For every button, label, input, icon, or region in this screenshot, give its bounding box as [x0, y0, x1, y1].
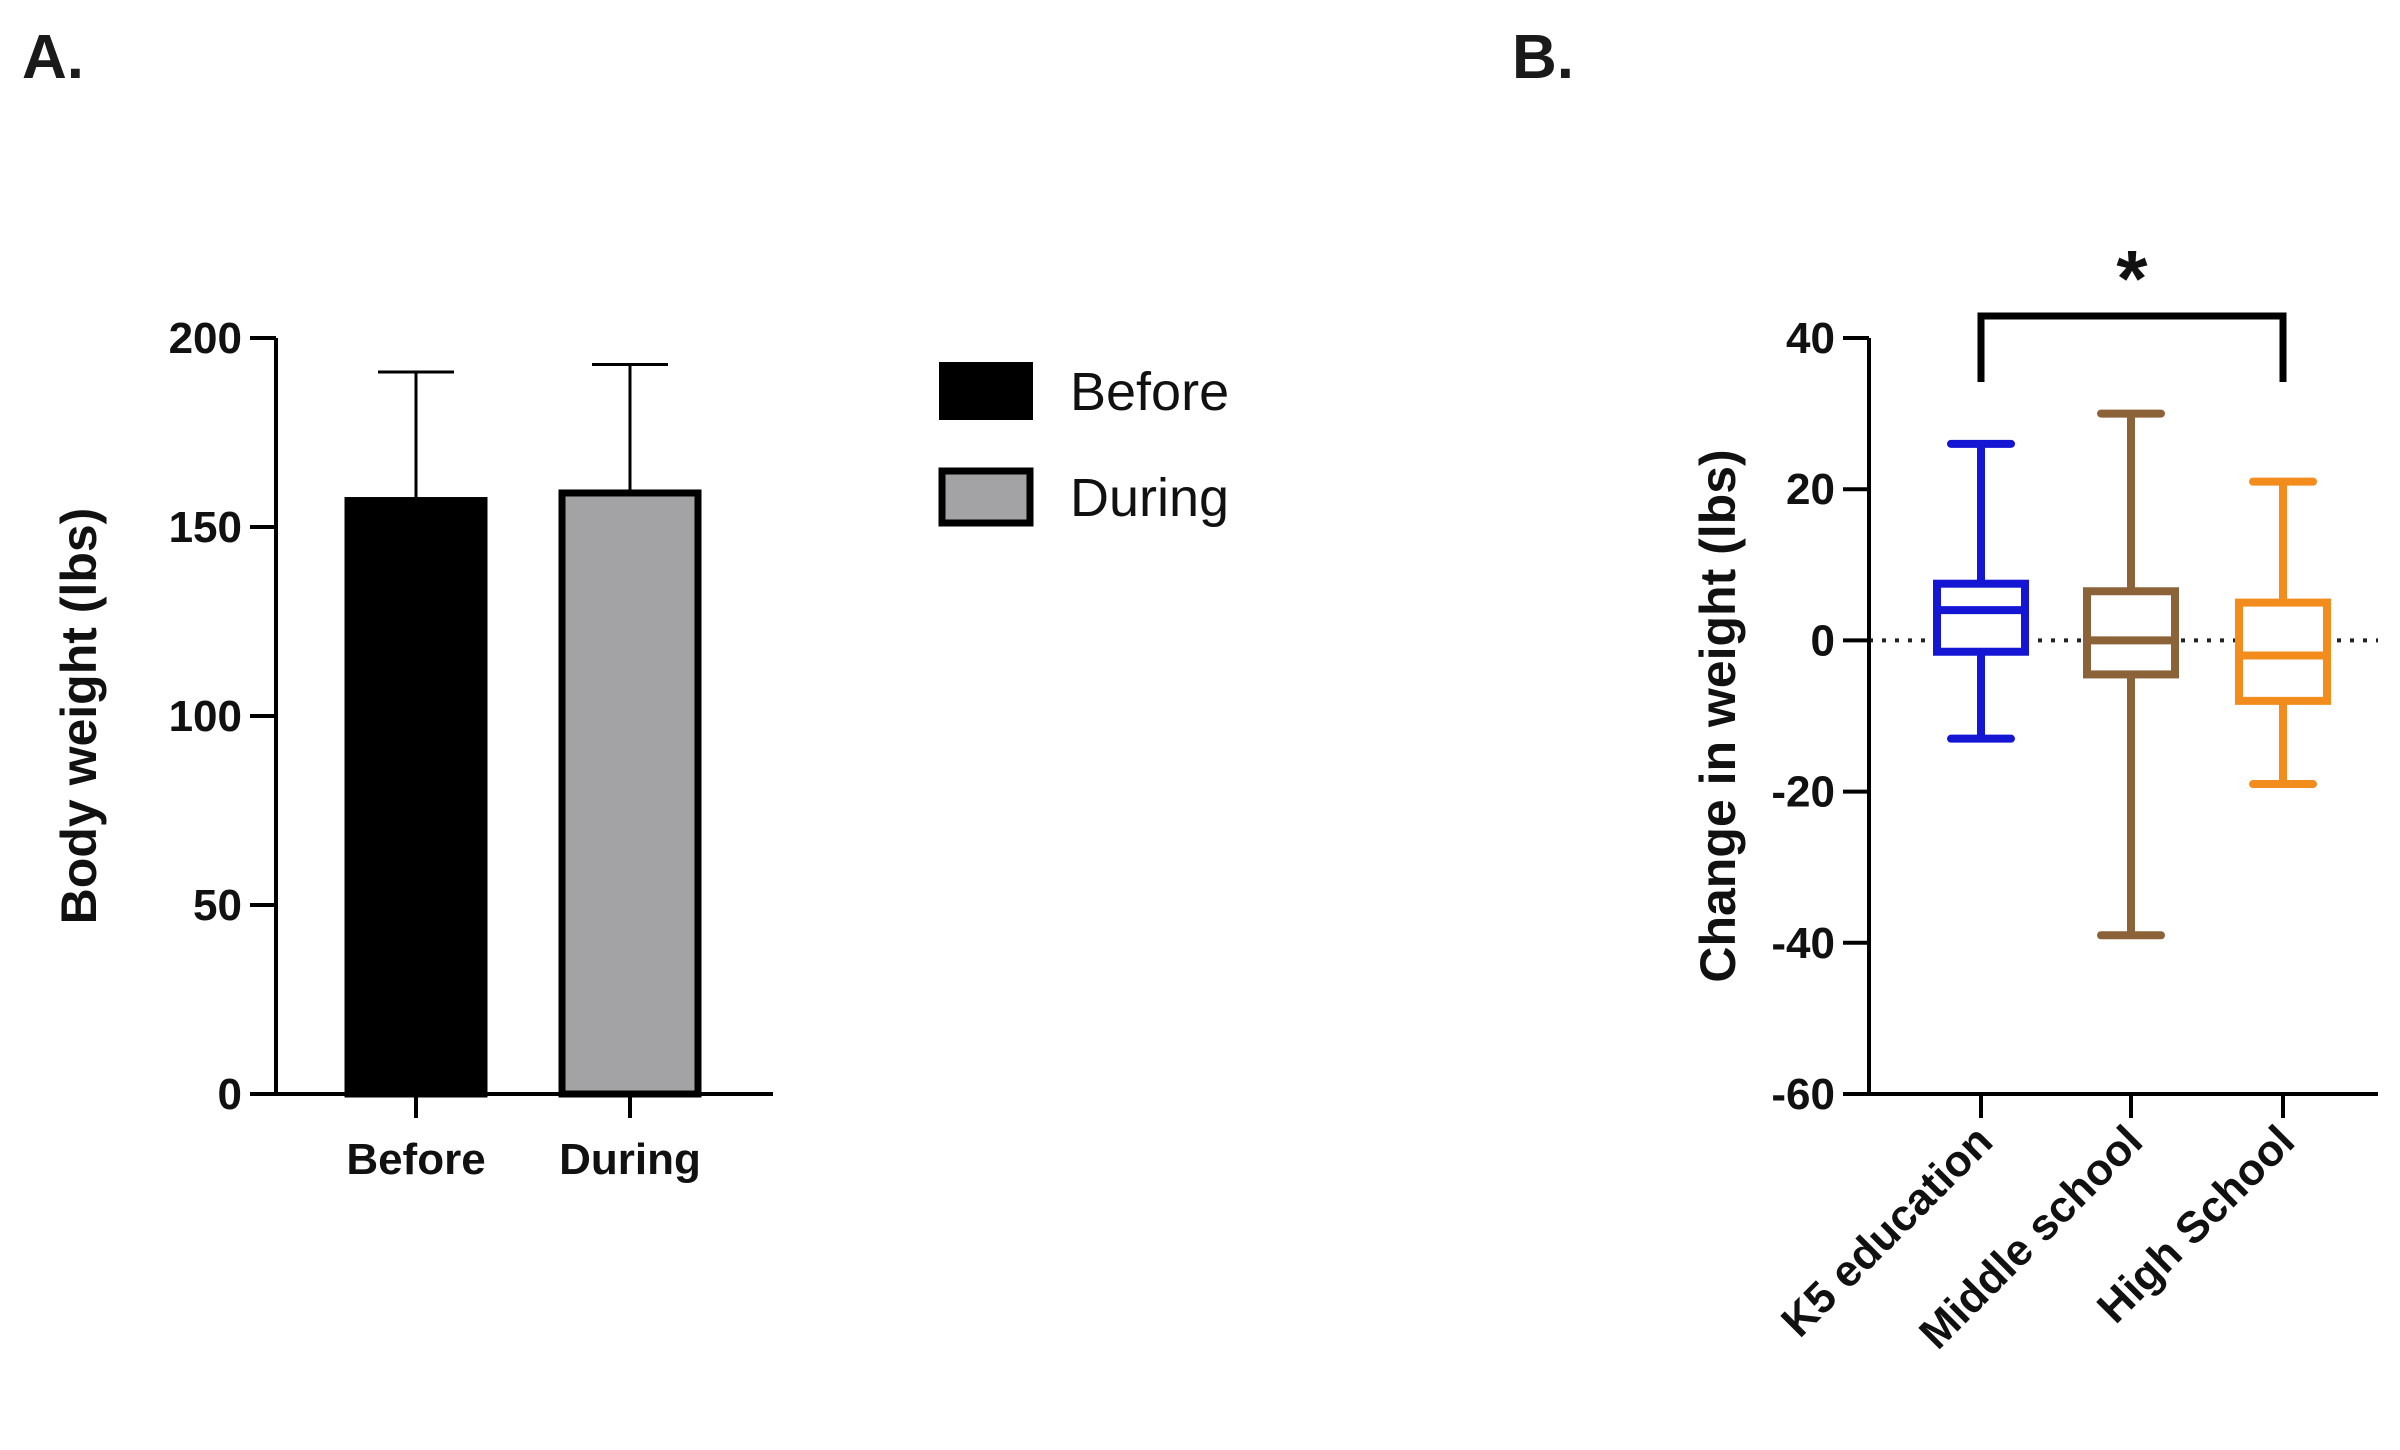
boxes [1933, 409, 2331, 940]
bar-before [344, 497, 488, 1098]
significance-bracket: * [1977, 234, 2287, 382]
y-tick-label: -40 [1771, 919, 1835, 968]
iqr-box [1933, 579, 2029, 656]
legend-swatch-before [939, 362, 1033, 420]
y-tick-label: 150 [169, 503, 242, 552]
y-axis-ticks: 0 50 100 150 200 [169, 314, 276, 1119]
x-axis-ticks: Before During [346, 1094, 701, 1184]
y-tick-label: 20 [1786, 465, 1835, 514]
y-tick-label: 40 [1786, 314, 1835, 363]
legend-label-before: Before [1070, 362, 1229, 422]
y-axis-ticks: -60 -40 -20 0 20 40 [1771, 314, 1869, 1119]
error-bars [378, 362, 668, 501]
panel-a-label: A. [22, 23, 84, 92]
legend-swatch-during [938, 467, 1034, 527]
box-3 [2235, 477, 2331, 789]
bar-during [558, 489, 702, 1098]
box-1 [1933, 439, 2029, 743]
iqr-box [2083, 587, 2179, 679]
x-tick-label: Before [346, 1135, 485, 1184]
legend-label-during: During [1070, 468, 1229, 528]
bracket-line [1977, 312, 2287, 382]
y-tick-label: -20 [1771, 768, 1835, 817]
legend: Before During [938, 362, 1229, 528]
bars [344, 489, 702, 1098]
box-2 [2083, 409, 2179, 940]
y-axis-title: Change in weight (lbs) [1690, 449, 1746, 982]
y-tick-label: 0 [1811, 616, 1835, 665]
y-tick-label: 50 [193, 881, 242, 930]
y-axis-title: Body weight (lbs) [51, 508, 107, 925]
y-tick-label: 0 [218, 1070, 242, 1119]
y-tick-label: -60 [1771, 1070, 1835, 1119]
y-tick-label: 200 [169, 314, 242, 363]
y-tick-label: 100 [169, 692, 242, 741]
panel-b-label: B. [1512, 23, 1574, 92]
x-tick-label: During [559, 1135, 701, 1184]
significance-star: * [2116, 234, 2148, 323]
bar-chart-panel-a: 0 50 100 150 200 Before During Body weight (l… [51, 314, 1229, 1184]
